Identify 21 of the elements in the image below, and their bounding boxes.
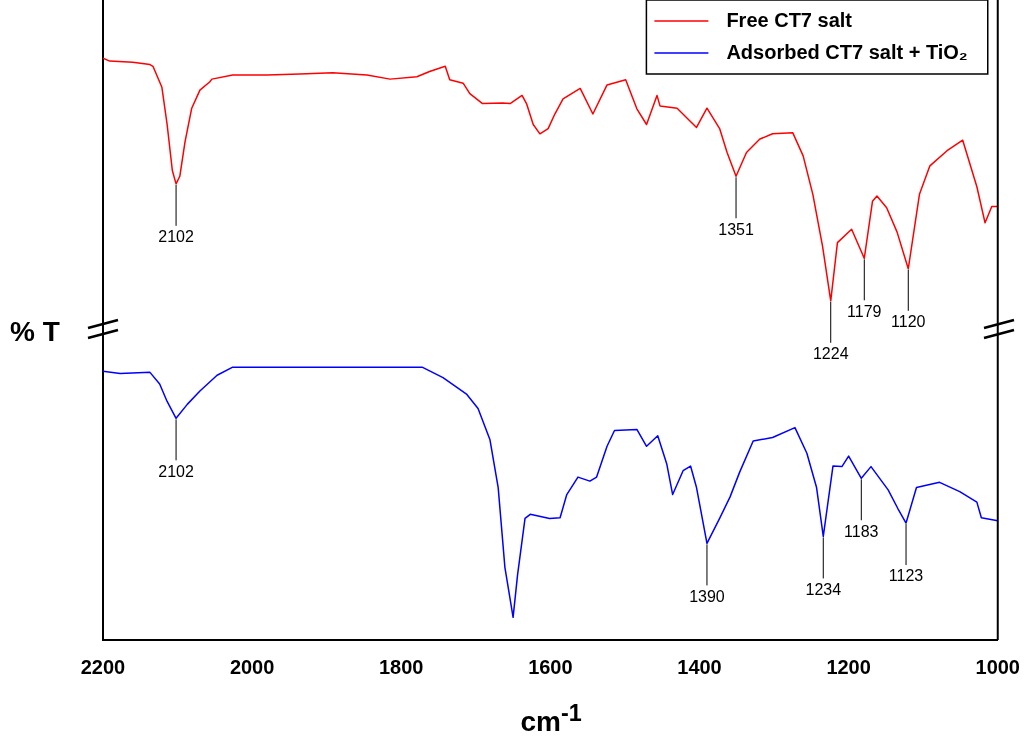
x-tick-label: 1600 xyxy=(528,655,573,678)
x-axis-title: cm$^{-1}$ xyxy=(520,700,582,739)
x-tick-label: 1400 xyxy=(677,655,722,678)
annotation: 1179 xyxy=(847,302,882,320)
annotation: 1234 xyxy=(805,580,842,598)
x-tick-label: 1800 xyxy=(379,655,424,678)
annotation: 1183 xyxy=(844,522,879,540)
legend-label: Adsorbed CT7 salt + TiO₂ xyxy=(726,40,968,63)
legend-label: Free CT7 salt xyxy=(726,8,853,31)
annotation: 1120 xyxy=(891,313,926,331)
annotation: 2102 xyxy=(158,462,194,480)
annotation: 1351 xyxy=(718,220,754,238)
annotation: 1390 xyxy=(689,587,725,605)
x-tick-label: 2000 xyxy=(229,655,275,678)
x-tick-label: 1000 xyxy=(975,655,1020,678)
x-tick-label: 1200 xyxy=(826,655,871,678)
annotation: 1123 xyxy=(888,567,924,585)
annotation: 1224 xyxy=(812,345,849,363)
x-tick-label: 2200 xyxy=(80,655,126,678)
y-axis-title: % T xyxy=(10,316,60,348)
annotation: 2102 xyxy=(158,228,194,246)
